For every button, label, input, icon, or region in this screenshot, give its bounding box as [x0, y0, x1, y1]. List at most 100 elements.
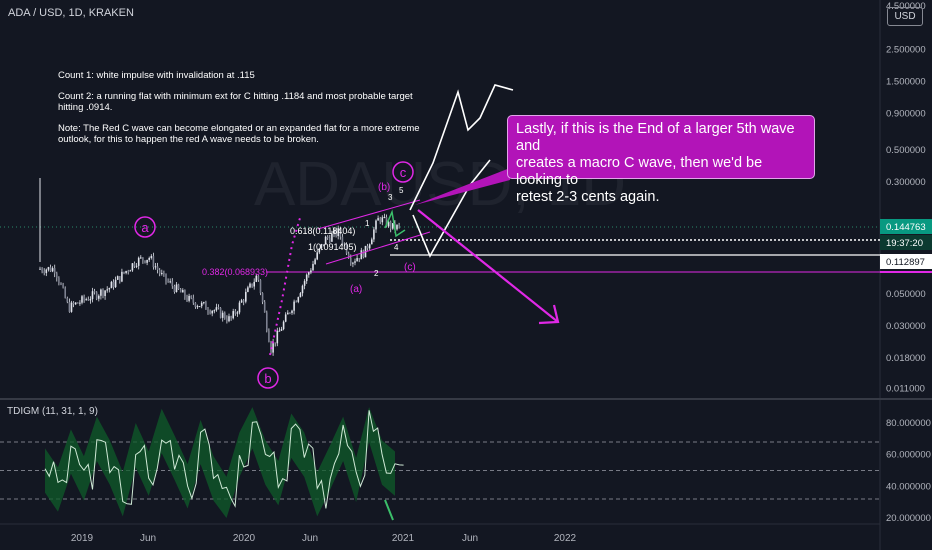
price-tick-label: 0.500000 — [886, 145, 926, 156]
candle-body — [158, 269, 161, 274]
candle-body — [316, 252, 318, 260]
candle-body — [221, 312, 224, 318]
callout-pointer — [415, 168, 510, 205]
time-tick-label: 2019 — [71, 533, 94, 544]
candle-body — [79, 302, 81, 304]
candle-body — [125, 270, 127, 274]
candle-body — [198, 306, 201, 308]
callout-box: Lastly, if this is the End of a larger 5… — [507, 115, 815, 205]
candle-body — [375, 220, 377, 230]
price-tick-label: 0.018000 — [886, 353, 926, 364]
candle-body — [362, 250, 365, 258]
note-count-2: Count 2: a running flat with minimum ext… — [58, 91, 413, 113]
candle-body — [314, 259, 316, 265]
candle-body — [228, 316, 230, 322]
price-tick-label: 4.500000 — [886, 1, 926, 12]
fib-0382-label: 0.382(0.068933) — [202, 267, 268, 277]
candle-body — [167, 280, 169, 282]
price-tick-label: 1.500000 — [886, 76, 926, 87]
price-tick-label: 0.030000 — [886, 321, 926, 332]
candle-body — [358, 258, 360, 260]
candle-body — [89, 299, 92, 301]
candle-body — [324, 236, 327, 245]
candle-body — [301, 285, 304, 294]
time-tick-label: 2021 — [392, 533, 415, 544]
candle-body — [272, 342, 274, 353]
countdown-value: 19:37:20 — [886, 238, 923, 249]
candle-body — [389, 221, 392, 229]
candle-body — [219, 307, 222, 318]
candle-body — [295, 301, 297, 303]
candle-body — [356, 258, 358, 262]
candle-body — [234, 311, 237, 314]
candle-body — [41, 268, 43, 272]
candle-body — [343, 243, 346, 245]
candle-body — [131, 263, 134, 271]
indicator-tick-label: 80.000000 — [886, 418, 931, 429]
candle-body — [240, 300, 243, 303]
candle-body — [238, 302, 241, 313]
candle-body — [127, 270, 129, 272]
candle-body — [129, 270, 132, 272]
candle-body — [303, 281, 306, 286]
indicator-axis[interactable]: 80.000000 60.000000 40.000000 20.000000 — [886, 418, 931, 524]
candle-body — [190, 295, 192, 298]
candle-body — [352, 262, 354, 264]
currency-selector[interactable]: USD — [887, 7, 923, 26]
candle-body — [47, 267, 50, 270]
time-axis[interactable]: 2019 Jun 2020 Jun 2021 Jun 2022 — [71, 533, 577, 544]
price-axis[interactable]: 4.500000 2.500000 1.500000 0.900000 0.500000… — [886, 1, 926, 395]
candle-body — [39, 268, 41, 270]
candle-body — [255, 275, 258, 282]
indicator-line — [44, 410, 404, 509]
candlestick-series — [39, 178, 400, 356]
candle-body — [207, 309, 209, 312]
wave-3-label: 3 — [388, 193, 393, 202]
countdown-badge — [880, 235, 932, 250]
candle-body — [253, 281, 255, 287]
candle-body — [114, 279, 117, 288]
candle-body — [150, 256, 153, 258]
candle-body — [123, 271, 125, 274]
candle-body — [87, 299, 90, 301]
candle-body — [93, 291, 96, 293]
price-tick-label: 0.300000 — [886, 177, 926, 188]
candle-body — [257, 275, 260, 281]
candle-body — [142, 257, 144, 261]
candle-body — [266, 312, 268, 331]
candle-body — [110, 281, 113, 289]
candle-body — [345, 243, 348, 254]
candle-body — [366, 245, 369, 249]
candle-body — [249, 283, 251, 288]
candle-body — [263, 301, 266, 313]
note-warning: Note: The Red C wave can become elongate… — [58, 123, 420, 145]
wave-c-label: c — [400, 165, 407, 180]
wave-2-label: 2 — [374, 269, 379, 278]
candle-body — [230, 316, 232, 319]
candle-body — [322, 244, 325, 246]
candle-body — [148, 257, 150, 260]
candle-body — [188, 295, 190, 301]
candle-body — [297, 297, 300, 302]
magenta-level-marker — [880, 271, 932, 273]
indicator-series — [0, 407, 880, 521]
candle-body — [354, 261, 356, 263]
candle-body — [68, 301, 71, 312]
candle-body — [51, 268, 54, 272]
candle-body — [331, 233, 333, 242]
candle-body — [284, 314, 287, 322]
bearish-arrow — [417, 209, 559, 323]
candle-body — [274, 342, 276, 344]
candle-body — [152, 256, 155, 268]
candle-body — [232, 311, 234, 319]
candle-body — [387, 221, 390, 227]
candle-body — [278, 330, 281, 332]
wave-b-dotted — [269, 217, 301, 356]
price-tick-label: 0.050000 — [886, 289, 926, 300]
candle-body — [268, 330, 270, 343]
candle-body — [184, 290, 186, 298]
candle-body — [64, 287, 66, 298]
candle-body — [112, 281, 115, 288]
wave-a-label: a — [141, 220, 149, 235]
candle-body — [83, 296, 85, 300]
